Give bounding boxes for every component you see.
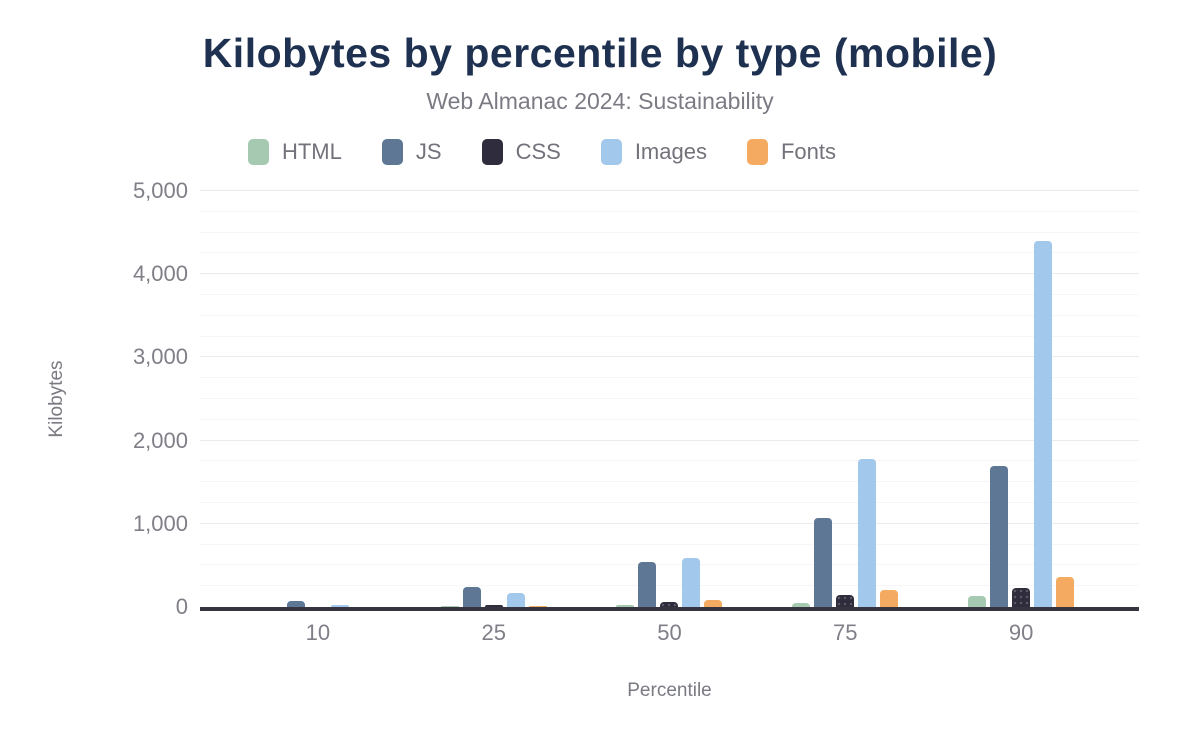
bar-css-p90 <box>1012 587 1031 607</box>
gridline-minor <box>200 481 1139 483</box>
bar-images-p25 <box>506 593 525 607</box>
bar-group-p90 <box>933 191 1109 607</box>
chart-legend: HTML JS CSS Images Fonts <box>0 139 1142 165</box>
gridline-minor <box>200 377 1139 379</box>
gridline-minor <box>200 564 1139 566</box>
y-tick-label: 1,000 <box>132 510 188 536</box>
legend-swatch-html <box>247 139 269 165</box>
gridline-major <box>200 522 1139 524</box>
legend-swatch-js <box>381 139 403 165</box>
bar-js-p75 <box>814 518 833 607</box>
bar-group-p75 <box>757 191 933 607</box>
x-tick-label: 50 <box>657 620 682 645</box>
y-axis-title: Kilobytes <box>46 360 67 438</box>
x-axis-title: Percentile <box>627 680 712 701</box>
bar-fonts-p25 <box>528 605 547 607</box>
gridline-minor <box>200 502 1139 503</box>
legend-swatch-fonts <box>746 139 768 165</box>
x-axis-line <box>200 607 1139 611</box>
bar-images-p90 <box>1034 241 1053 607</box>
legend-item-html[interactable]: HTML <box>247 139 342 165</box>
chart-title: Kilobytes by percentile by type (mobile) <box>202 30 998 76</box>
bar-fonts-p75 <box>880 589 899 607</box>
gridline-minor <box>200 398 1139 399</box>
legend-item-css[interactable]: CSS <box>481 139 561 165</box>
gridline-minor <box>200 585 1139 587</box>
bar-html-p25 <box>440 606 459 607</box>
bar-images-p10 <box>330 604 349 607</box>
bar-html-p50 <box>616 604 635 607</box>
bar-images-p75 <box>858 458 877 607</box>
bar-js-p50 <box>638 561 657 607</box>
gridline-minor <box>200 294 1139 295</box>
gridline-major <box>200 356 1139 358</box>
bar-js-p90 <box>990 466 1009 607</box>
x-tick-label: 10 <box>305 620 331 645</box>
legend-label: Fonts <box>780 139 836 164</box>
bar-fonts-p90 <box>1056 576 1075 607</box>
plot-area <box>200 190 1139 611</box>
legend-label: Images <box>634 139 707 164</box>
bar-group-p50 <box>582 191 758 607</box>
x-tick-label: 75 <box>833 620 858 645</box>
bar-css-p50 <box>660 601 679 607</box>
gridline-minor <box>200 210 1139 212</box>
bar-css-p75 <box>836 594 855 607</box>
gridline-minor <box>200 252 1139 254</box>
legend-swatch-images <box>600 139 622 165</box>
gridline-major <box>200 439 1139 441</box>
bar-group-p10 <box>230 191 406 607</box>
y-tick-label: 4,000 <box>132 261 188 287</box>
bar-js-p10 <box>286 601 305 607</box>
gridline-minor <box>200 314 1139 316</box>
legend-item-images[interactable]: Images <box>600 139 707 165</box>
legend-item-js[interactable]: JS <box>381 139 442 165</box>
bar-html-p75 <box>792 602 811 607</box>
x-axis-tick-labels: 10 25 50 75 90 <box>200 620 1139 646</box>
bar-group-p25 <box>406 191 582 607</box>
legend-label: HTML <box>281 139 342 164</box>
bar-css-p25 <box>484 604 503 607</box>
gridline-minor <box>200 335 1139 337</box>
y-tick-label: 5,000 <box>132 178 188 203</box>
gridline-minor <box>200 418 1139 420</box>
legend-item-fonts[interactable]: Fonts <box>746 139 836 165</box>
gridline-major <box>200 273 1139 275</box>
bar-groups-row <box>200 191 1139 607</box>
y-axis-tick-labels: 0 1,000 2,000 3,000 4,000 5,000 <box>100 180 188 618</box>
chart-subtitle: Web Almanac 2024: Sustainability <box>426 88 774 114</box>
bar-images-p50 <box>682 558 701 607</box>
y-tick-label: 0 <box>175 594 188 619</box>
y-tick-label: 3,000 <box>132 344 188 370</box>
y-tick-label: 2,000 <box>132 427 188 453</box>
gridline-minor <box>200 543 1139 545</box>
x-tick-label: 25 <box>481 620 506 645</box>
gridline-major <box>200 190 1139 191</box>
bar-html-p90 <box>968 596 987 607</box>
legend-label: JS <box>415 139 442 164</box>
gridline-minor <box>200 460 1139 462</box>
x-tick-label: 90 <box>1008 620 1034 645</box>
legend-swatch-css <box>481 139 503 165</box>
bar-fonts-p50 <box>704 599 723 607</box>
legend-label: CSS <box>515 139 561 164</box>
bar-js-p25 <box>462 587 481 607</box>
gridline-minor <box>200 231 1139 233</box>
